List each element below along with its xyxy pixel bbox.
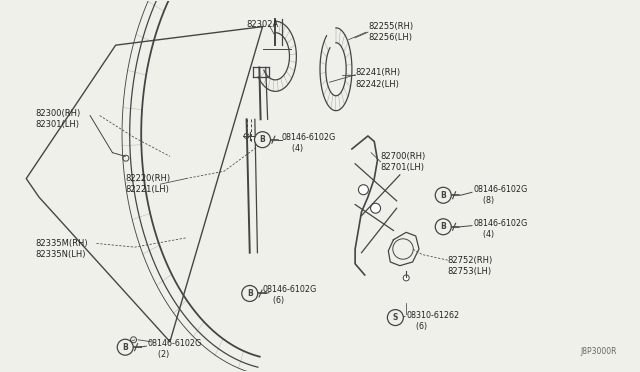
Text: B: B bbox=[440, 191, 446, 200]
Text: B: B bbox=[247, 289, 253, 298]
Text: B: B bbox=[260, 135, 266, 144]
Circle shape bbox=[387, 310, 403, 326]
Text: 08146-6102G
    (8): 08146-6102G (8) bbox=[473, 185, 527, 205]
Circle shape bbox=[242, 285, 258, 301]
Circle shape bbox=[403, 275, 409, 281]
Text: 82220(RH)
82221(LH): 82220(RH) 82221(LH) bbox=[125, 174, 170, 194]
Circle shape bbox=[244, 134, 249, 138]
Text: S: S bbox=[393, 313, 398, 322]
Text: 82241(RH)
82242(LH): 82241(RH) 82242(LH) bbox=[355, 68, 400, 89]
Circle shape bbox=[117, 339, 133, 355]
Circle shape bbox=[371, 203, 381, 213]
Circle shape bbox=[255, 132, 271, 148]
Text: B: B bbox=[440, 222, 446, 231]
Circle shape bbox=[358, 185, 369, 195]
Text: 08146-6102G
    (2): 08146-6102G (2) bbox=[148, 339, 202, 359]
Circle shape bbox=[435, 187, 451, 203]
Text: 82752(RH)
82753(LH): 82752(RH) 82753(LH) bbox=[448, 256, 493, 276]
Circle shape bbox=[435, 219, 451, 235]
Text: 82300(RH)
82301(LH): 82300(RH) 82301(LH) bbox=[36, 109, 81, 129]
Text: B: B bbox=[122, 343, 128, 352]
Text: 82302A: 82302A bbox=[246, 20, 279, 29]
Text: 08310-61262
    (6): 08310-61262 (6) bbox=[406, 311, 460, 331]
Text: 82335M(RH)
82335N(LH): 82335M(RH) 82335N(LH) bbox=[36, 239, 88, 259]
Text: 82255(RH)
82256(LH): 82255(RH) 82256(LH) bbox=[368, 22, 413, 42]
Text: J8P3000R: J8P3000R bbox=[580, 347, 617, 356]
Text: 82700(RH)
82701(LH): 82700(RH) 82701(LH) bbox=[381, 152, 426, 172]
Text: 08146-6102G
    (4): 08146-6102G (4) bbox=[473, 219, 527, 239]
Text: 08146-6102G
    (6): 08146-6102G (6) bbox=[262, 285, 317, 305]
Text: 08146-6102G
    (4): 08146-6102G (4) bbox=[282, 133, 336, 153]
